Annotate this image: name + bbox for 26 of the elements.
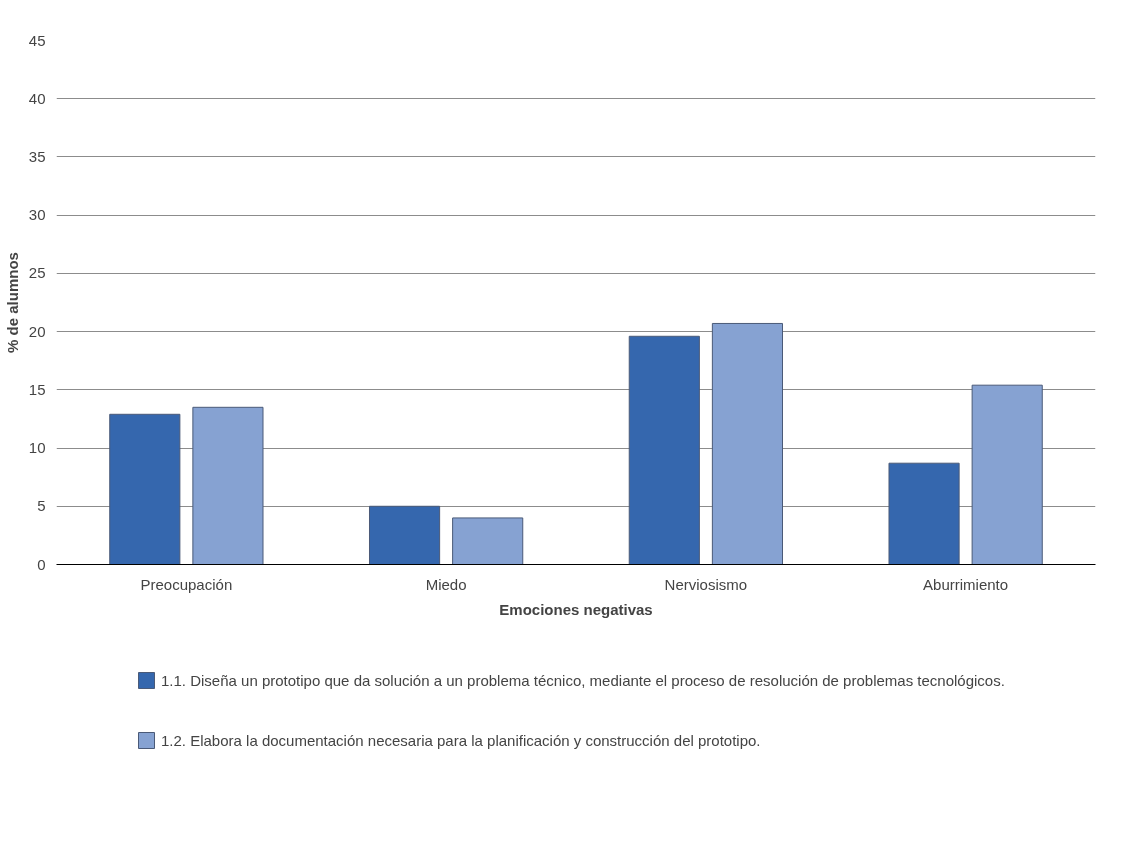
bar: [452, 517, 524, 565]
x-tick-label: Aburrimiento: [923, 575, 1009, 593]
y-tick-label: 10: [28, 439, 46, 457]
y-tick-label: 5: [37, 497, 46, 515]
y-tick-label: 45: [28, 31, 46, 49]
y-axis-title: % de alumnos: [3, 252, 21, 353]
legend-label: 1.1. Diseña un prototipo que da solución a un problema técnico, mediante el proceso de resolución de problemas tecnológicos.: [161, 671, 1005, 689]
x-tick-label: Preocupación: [140, 575, 233, 593]
y-tick-label: 20: [28, 322, 46, 340]
x-tick-label: Nerviosismo: [664, 575, 748, 593]
bar: [711, 322, 783, 565]
legend-label: 1.2. Elabora la documentación necesaria para la planificación y construcción del prototipo.: [161, 731, 761, 749]
bar: [888, 462, 960, 565]
bar: [971, 384, 1043, 565]
y-tick-label: 25: [28, 264, 46, 282]
bar: [109, 413, 181, 565]
y-tick-label: 35: [28, 147, 46, 165]
y-tick-label: 40: [28, 89, 46, 107]
y-tick-label: 30: [28, 206, 46, 224]
y-tick-label: 0: [37, 555, 46, 573]
y-tick-label: 15: [28, 380, 46, 398]
x-tick-label: Miedo: [425, 575, 467, 593]
bar: [192, 406, 264, 565]
x-axis-title: Emociones negativas: [499, 600, 653, 618]
bar: [628, 335, 700, 565]
bar: [369, 505, 441, 565]
